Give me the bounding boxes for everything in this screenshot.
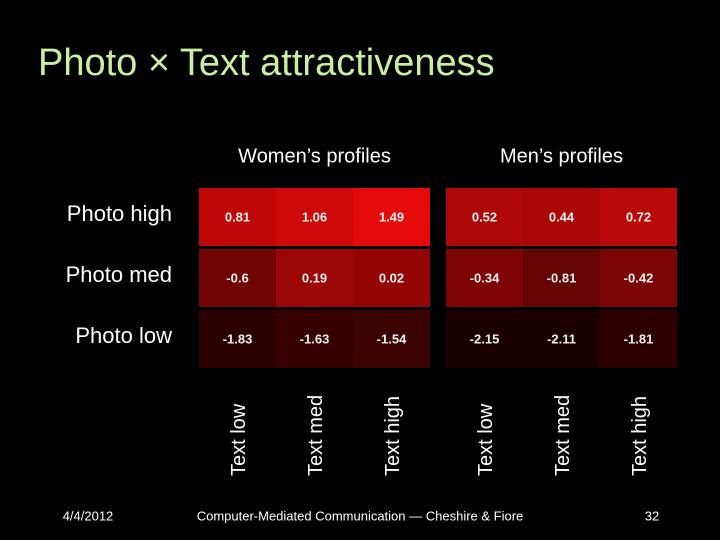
footer: Computer-Mediated Communication — Cheshi… [197,508,524,523]
cell [199,188,276,246]
row-label: Photo high [67,201,172,226]
cell [446,249,523,307]
cell-value: 0.02 [379,270,404,285]
cell-value: 1.49 [379,209,404,224]
column-label: Text high [629,396,651,476]
row-label: Photo low [75,323,172,348]
cell [276,249,353,307]
date: 4/4/2012 [63,508,114,523]
cell-value: -0.42 [624,270,654,285]
cell [600,249,677,307]
cell-value: 0.44 [549,209,575,224]
cell-value: 0.72 [626,209,651,224]
column-label: Text high [382,396,404,476]
cell-value: 0.81 [225,209,250,224]
cell [600,188,677,246]
cell [353,310,430,368]
column-label: Text med [552,395,574,476]
cell-value: -0.34 [470,270,500,285]
cell-value: 1.06 [302,209,327,224]
cell [446,188,523,246]
cell-value: -1.63 [300,331,330,346]
column-label: Text low [475,403,497,476]
cell [353,188,430,246]
cell [199,310,276,368]
panel-title: Men’s profiles [500,145,623,167]
page-number: 32 [645,508,659,523]
cell-value: -0.81 [547,270,577,285]
cell [523,310,600,368]
cell-value: -1.54 [377,331,407,346]
cell [523,188,600,246]
cell [199,249,276,307]
row-label: Photo med [66,262,172,287]
cell [446,310,523,368]
slide-title: Photo × Text attractiveness [38,42,495,84]
column-label: Text med [305,395,327,476]
cell [523,249,600,307]
cell-value: 0.19 [302,270,327,285]
cell [276,310,353,368]
cell-value: 0.52 [472,209,497,224]
cell-value: -2.11 [547,331,576,346]
cell [353,249,430,307]
cell-value: -1.81 [624,331,654,346]
cell-value: -2.15 [470,331,500,346]
column-label: Text low [228,403,250,476]
cell-value: -1.83 [223,331,253,346]
cell [600,310,677,368]
cell-value: -0.6 [226,270,248,285]
cell [276,188,353,246]
panel-title: Women’s profiles [238,145,391,167]
